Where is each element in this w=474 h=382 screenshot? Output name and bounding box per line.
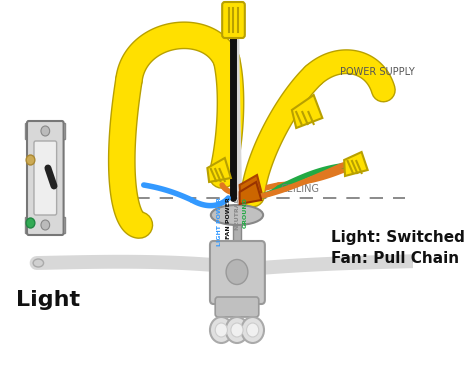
Bar: [25, 123, 65, 139]
Circle shape: [215, 323, 228, 337]
Bar: [233, 215, 241, 245]
Circle shape: [210, 317, 233, 343]
Polygon shape: [344, 152, 368, 176]
FancyBboxPatch shape: [222, 2, 245, 38]
Ellipse shape: [226, 259, 248, 285]
Text: Light: Switched
Fan: Pull Chain: Light: Switched Fan: Pull Chain: [331, 230, 465, 266]
FancyBboxPatch shape: [34, 141, 56, 215]
Polygon shape: [239, 175, 261, 198]
Circle shape: [41, 220, 50, 230]
Circle shape: [26, 218, 35, 228]
Text: FAN POWER: FAN POWER: [226, 197, 231, 239]
Circle shape: [26, 155, 35, 165]
Polygon shape: [207, 158, 231, 182]
Ellipse shape: [413, 257, 423, 265]
Text: NEUTRAL: NEUTRAL: [235, 197, 239, 230]
Circle shape: [246, 323, 259, 337]
FancyBboxPatch shape: [27, 121, 64, 235]
Ellipse shape: [33, 259, 44, 267]
Text: POWER SUPPLY: POWER SUPPLY: [340, 67, 415, 77]
Circle shape: [226, 317, 248, 343]
Circle shape: [41, 126, 50, 136]
Text: Light: Light: [16, 290, 80, 310]
Polygon shape: [239, 182, 261, 204]
Text: LIGHT POWER: LIGHT POWER: [217, 197, 222, 246]
Bar: [25, 217, 65, 233]
Polygon shape: [292, 95, 322, 128]
Circle shape: [241, 317, 264, 343]
FancyBboxPatch shape: [215, 297, 259, 317]
Circle shape: [231, 323, 243, 337]
Text: CEILING: CEILING: [281, 184, 320, 194]
Ellipse shape: [211, 205, 263, 225]
FancyBboxPatch shape: [210, 241, 265, 304]
Text: GROUND: GROUND: [243, 197, 248, 228]
